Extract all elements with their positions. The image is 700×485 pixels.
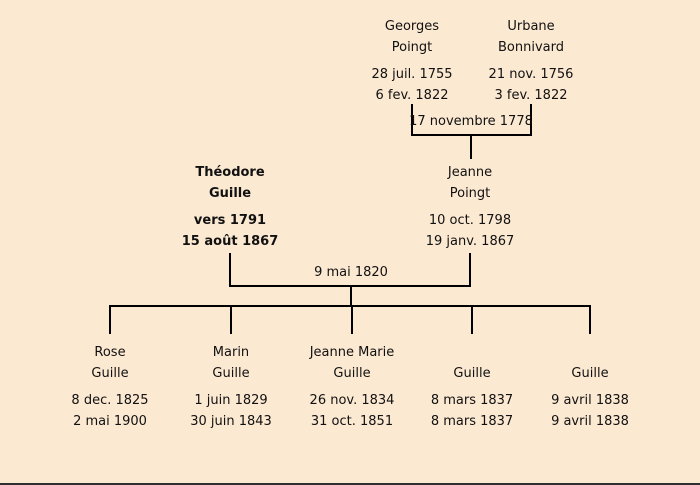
person-first-name: Théodore: [195, 165, 265, 180]
gen2-mother-descent-line: [469, 253, 471, 287]
child4-drop-line: [471, 305, 473, 334]
person-first-name: [510, 342, 670, 363]
person-birth-date: 10 oct. 1798: [428, 213, 512, 228]
person-last-name: Guille: [453, 366, 491, 381]
person-node-urbane-bonnivard[interactable]: Urbane Bonnivard 21 nov. 1756 3 fev. 182…: [451, 16, 611, 106]
person-dates: 26 nov. 1834 31 oct. 1851: [272, 390, 432, 432]
person-node-jeanne-marie-guille[interactable]: Jeanne Marie Guille 26 nov. 1834 31 oct.…: [272, 342, 432, 432]
person-death-date: 9 avril 1838: [551, 414, 629, 429]
person-last-name: Bonnivard: [498, 40, 564, 55]
person-node-jeanne-poingt[interactable]: Jeanne Poingt 10 oct. 1798 19 janv. 1867: [390, 162, 550, 252]
person-dates: 10 oct. 1798 19 janv. 1867: [390, 210, 550, 252]
children-sibling-line: [109, 305, 591, 307]
person-last-name: Guille: [208, 186, 252, 201]
person-node-theodore-guille[interactable]: Théodore Guille vers 1791 15 août 1867: [150, 162, 310, 252]
gen1-father-descent-line: [411, 104, 413, 136]
person-last-name: Poingt: [449, 186, 491, 201]
gen2-marriage-date-label[interactable]: 9 mai 1820: [314, 265, 388, 280]
child5-drop-line: [589, 305, 591, 334]
child2-drop-line: [230, 305, 232, 334]
person-node-guille-1838[interactable]: Guille 9 avril 1838 9 avril 1838: [510, 342, 670, 432]
person-death-date: 3 fev. 1822: [494, 88, 568, 103]
person-dates: 28 juil. 1755 6 fev. 1822: [332, 64, 492, 106]
gen2-father-descent-line: [229, 253, 231, 287]
person-dates: 9 avril 1838 9 avril 1838: [510, 390, 670, 432]
person-first-name: Georges: [384, 19, 440, 34]
person-death-date: 6 fev. 1822: [375, 88, 449, 103]
person-birth-date: 28 juil. 1755: [371, 67, 453, 82]
person-last-name: Guille: [91, 366, 129, 381]
person-first-name: Jeanne Marie: [309, 345, 395, 360]
person-dates: vers 1791 15 août 1867: [150, 210, 310, 252]
person-birth-date: 8 mars 1837: [430, 393, 514, 408]
gen1-marriage-line: [411, 134, 532, 136]
gen1-mother-descent-line: [530, 104, 532, 136]
person-node-rose-guille[interactable]: Rose Guille 8 dec. 1825 2 mai 1900: [30, 342, 190, 432]
child1-drop-line: [109, 305, 111, 334]
gen2-children-descent-line: [350, 287, 352, 307]
person-birth-date: vers 1791: [193, 213, 267, 228]
person-birth-date: 26 nov. 1834: [309, 393, 395, 408]
person-first-name: Marin: [212, 345, 250, 360]
person-death-date: 2 mai 1900: [73, 414, 147, 429]
person-dates: 21 nov. 1756 3 fev. 1822: [451, 64, 611, 106]
person-node-georges-poingt[interactable]: Georges Poingt 28 juil. 1755 6 fev. 1822: [332, 16, 492, 106]
person-dates: 8 dec. 1825 2 mai 1900: [30, 390, 190, 432]
person-first-name: Rose: [94, 345, 126, 360]
person-node-guille-1837[interactable]: Guille 8 mars 1837 8 mars 1837: [392, 342, 552, 432]
person-death-date: 31 oct. 1851: [310, 414, 394, 429]
person-last-name: Guille: [571, 366, 609, 381]
person-last-name: Guille: [212, 366, 250, 381]
gen1-marriage-date-label[interactable]: 17 novembre 1778: [409, 114, 533, 129]
person-birth-date: 1 juin 1829: [194, 393, 268, 408]
child3-drop-line: [351, 305, 353, 334]
person-death-date: 8 mars 1837: [430, 414, 514, 429]
person-dates: 1 juin 1829 30 juin 1843: [151, 390, 311, 432]
person-last-name: Poingt: [391, 40, 433, 55]
person-death-date: 30 juin 1843: [190, 414, 272, 429]
bottom-edge-line: [0, 483, 700, 485]
person-last-name: Guille: [333, 366, 371, 381]
person-death-date: 15 août 1867: [181, 234, 279, 249]
person-first-name: Urbane: [507, 19, 555, 34]
person-birth-date: 9 avril 1838: [551, 393, 629, 408]
person-first-name: Jeanne: [447, 165, 493, 180]
gen1-child-descent-line: [470, 136, 472, 159]
person-dates: 8 mars 1837 8 mars 1837: [392, 390, 552, 432]
person-death-date: 19 janv. 1867: [425, 234, 515, 249]
person-birth-date: 8 dec. 1825: [71, 393, 149, 408]
person-birth-date: 21 nov. 1756: [488, 67, 574, 82]
gen2-marriage-line: [229, 285, 471, 287]
person-node-marin-guille[interactable]: Marin Guille 1 juin 1829 30 juin 1843: [151, 342, 311, 432]
